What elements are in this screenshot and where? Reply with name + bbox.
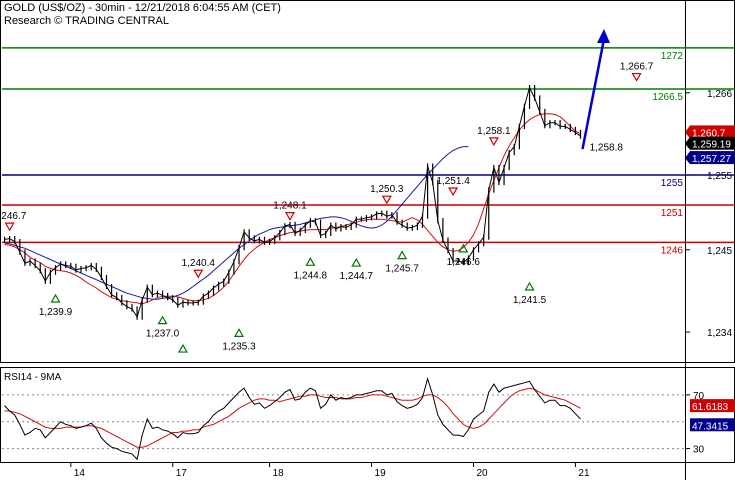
series-rsi	[4, 376, 581, 461]
xtick-label: 17	[176, 468, 188, 479]
xtick-label: 18	[273, 468, 285, 479]
marker-high	[448, 187, 459, 197]
marker-label: 1,248.1	[273, 201, 307, 212]
rsi-tag	[690, 399, 735, 413]
marker-label: 1,244.8	[294, 270, 328, 281]
level-label-1272: 1272	[661, 51, 684, 62]
marker-high	[4, 222, 15, 232]
level-label-1251: 1251	[661, 208, 684, 219]
marker-label: 1,266.7	[620, 62, 654, 73]
xtick-label: 14	[74, 468, 86, 479]
marker-label: 1,244.7	[340, 271, 374, 282]
price-panel-frame	[0, 0, 735, 363]
rsi-panel-label: RSI14 - 9MA	[4, 372, 62, 383]
marker-label: 1,246.6	[447, 257, 481, 268]
marker-label: 1,241.5	[513, 295, 547, 306]
rsi-tag-label: 61.6183	[692, 402, 729, 413]
price-tag-pointer	[685, 125, 690, 139]
marker-label: 1,246.7	[0, 211, 27, 222]
price-ytick-label: 1,255	[707, 171, 732, 182]
marker-label: 1,258.1	[477, 126, 511, 137]
marker-low	[305, 257, 316, 266]
price-tag	[690, 136, 735, 150]
marker-low	[524, 281, 535, 291]
rsi-tag-label: 47.3415	[692, 421, 729, 432]
marker-label: 1,239.9	[39, 307, 73, 318]
series-rsi-ma	[4, 387, 581, 448]
price-tag-label: 1,257.27	[692, 154, 731, 165]
forecast-arrowhead	[597, 28, 610, 43]
xtick-label: 21	[578, 468, 590, 479]
marker-label: 1,237.0	[146, 329, 180, 340]
chart-title: GOLD (US$/OZ) - 30min - 12/21/2018 6:04:…	[4, 2, 281, 14]
marker-high	[631, 72, 642, 82]
xtick-label: 19	[375, 468, 387, 479]
rsi-ytick-label: 70	[693, 391, 705, 402]
rsi-tag	[690, 418, 735, 432]
price-tag	[690, 151, 735, 165]
level-label-1266.5: 1266.5	[652, 92, 683, 103]
series-ma-slow	[4, 146, 469, 300]
marker-label: 1,240.4	[182, 258, 216, 269]
marker-high	[488, 137, 499, 147]
price-ytick-label: 1,266	[707, 89, 732, 100]
marker-label: 1,251.4	[436, 176, 470, 187]
price-tag-pointer	[685, 151, 690, 165]
series-ma-fast	[4, 113, 581, 305]
marker-low	[351, 257, 362, 267]
marker-high	[193, 269, 204, 279]
marker-low	[458, 243, 469, 253]
marker-label: 1,235.3	[222, 341, 256, 352]
price-tag	[690, 125, 735, 139]
marker-low	[233, 328, 245, 337]
marker-label: 1,250.3	[370, 184, 404, 195]
rsi-ytick-label: 30	[693, 445, 705, 456]
annotation-label: 1,258.8	[590, 143, 624, 154]
marker-low	[157, 315, 168, 325]
forecast-arrow-shaft	[581, 38, 606, 150]
marker-low	[397, 250, 408, 260]
price-tag-label: 1,259.19	[692, 140, 731, 151]
marker-high	[284, 212, 296, 221]
price-ytick-label: 1,245	[707, 246, 732, 257]
marker-low	[50, 293, 61, 303]
price-tag-label: 1,260.7	[692, 128, 726, 139]
level-label-1246: 1246	[661, 245, 684, 256]
price-tag-pointer	[685, 136, 690, 150]
marker-low	[177, 343, 188, 353]
xtick-label: 20	[476, 468, 488, 479]
level-label-1255: 1255	[661, 178, 684, 189]
series-price	[4, 86, 581, 319]
chart-subtitle: Research © TRADING CENTRAL	[4, 15, 169, 27]
marker-high	[381, 195, 392, 205]
marker-label: 1,245.7	[385, 264, 419, 275]
price-ytick-label: 1,234	[707, 328, 732, 339]
